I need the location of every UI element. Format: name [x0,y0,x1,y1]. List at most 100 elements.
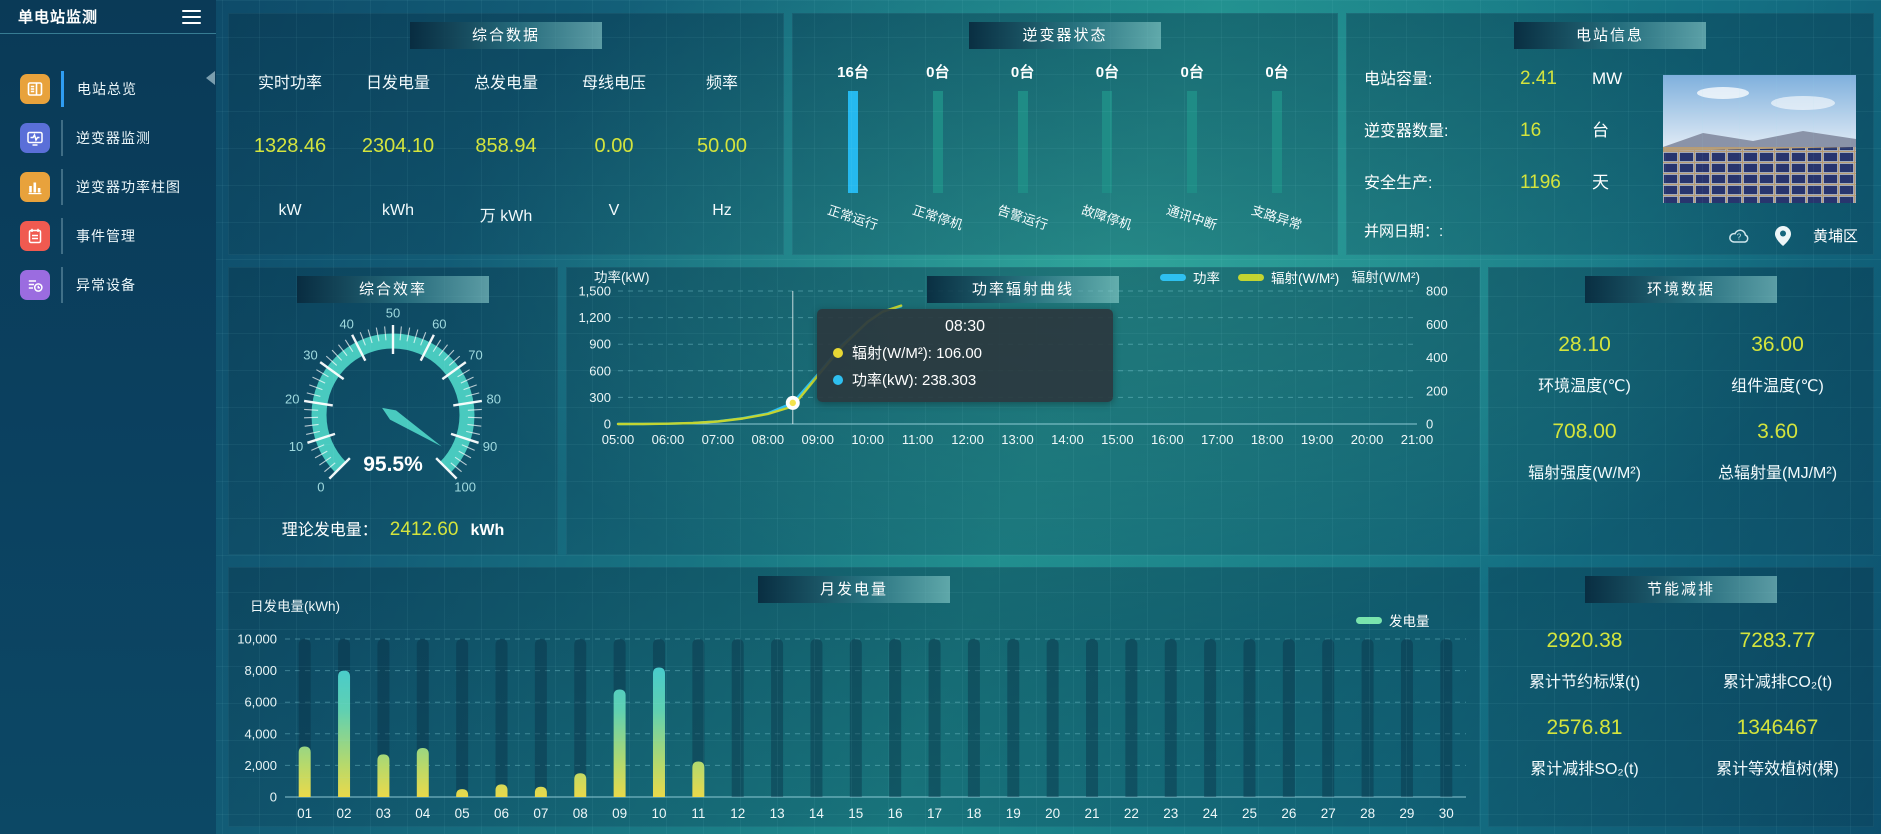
svg-text:18:00: 18:00 [1251,432,1284,447]
status-label: 正常运行 [825,202,880,233]
svg-text:600: 600 [1426,317,1448,332]
metric-bus-voltage: 母线电压 0.00 V [560,69,668,226]
svg-text:30: 30 [1439,806,1454,821]
svg-text:24: 24 [1203,806,1219,821]
status-branch-abnormal: 0台 支路异常 [1244,61,1310,233]
metric-value: 2304.10 [361,135,435,157]
monthly-generation-chart[interactable]: 0 2,000 4,000 6,000 8,000 10,000 日发电量(kWh) 发电量 0… [228,597,1480,827]
panel-title: 月发电量 [758,576,950,603]
svg-text:16:00: 16:00 [1151,432,1184,447]
gauge-wrap: 0 10 20 30 40 50 60 70 80 90 100 95.5% [228,303,558,516]
metric-label: 总辐射量(MJ/M²) [1717,465,1838,482]
row-unit: MW [1592,69,1623,88]
status-count: 16台 [837,64,869,81]
metric-label: 总发电量 [473,75,538,92]
svg-text:20:00: 20:00 [1351,432,1384,447]
station-capacity-row: 电站容量: 2.41 MW [1364,65,1658,90]
sidebar-item-inverter-monitor[interactable]: 逆变器监测 [0,113,216,162]
panel-title: 环境数据 [1585,276,1777,303]
svg-text:70: 70 [468,348,482,363]
inverter-status-panel: 逆变器状态 16台 正常运行 0台 正常停机 0台 告警运行 0台 故障停机 [792,13,1338,255]
row-unit: 台 [1592,121,1609,140]
svg-text:80: 80 [487,392,501,407]
status-comm-interrupted: 0台 通讯中断 [1159,61,1225,233]
svg-text:01: 01 [297,806,312,821]
event-icon [20,220,50,251]
metric-unit: kW [278,202,302,219]
item-separator [61,119,63,156]
metric-value: 1346467 [1736,716,1819,739]
metric-value: 0.00 [594,135,634,157]
svg-text:20: 20 [1045,806,1060,821]
status-count: 0台 [1010,64,1035,81]
station-info-panel: 电站信息 电站容量: 2.41 MW 逆变器数量: 16 台 安全生产: 119… [1346,13,1874,255]
sidebar-item-event-management[interactable]: 事件管理 [0,211,216,260]
svg-text:14:00: 14:00 [1051,432,1084,447]
trees-equivalent: 1346467 累计等效植树(棵) [1681,716,1874,779]
news-icon [20,73,50,104]
safe-production-row: 安全生产: 1196 天 [1364,168,1658,194]
status-count: 0台 [926,64,950,81]
svg-text:08:00: 08:00 [752,432,785,447]
metric-value: 2576.81 [1546,716,1623,739]
power-radiation-chart[interactable]: 0 300 600 900 1,200 1,500 0 200 400 600 800 功率(kW) 辐… [566,267,1480,477]
svg-text:20: 20 [285,392,299,407]
svg-text:40: 40 [339,317,353,332]
sidebar-item-station-overview[interactable]: 电站总览 [0,64,216,113]
metric-label: 组件温度(℃) [1731,378,1824,395]
efficiency-panel: 综合效率 0 10 20 30 40 50 60 70 80 90 100 95.5% 理论发电量： … [228,267,558,555]
row-value: 2.41 [1520,68,1557,89]
svg-text:1,500: 1,500 [578,284,611,299]
svg-text:13:00: 13:00 [1001,432,1034,447]
location-pin-icon[interactable] [1774,225,1791,246]
metric-label: 累计减排SO₂(t) [1530,761,1639,778]
menu-toggle-icon[interactable] [182,9,201,24]
svg-text:90: 90 [483,439,497,454]
svg-text:0: 0 [317,480,324,495]
svg-text:0: 0 [270,790,277,805]
summary-panel: 综合数据 实时功率 1328.46 kW 日发电量 2304.10 kWh 总发… [228,13,784,255]
svg-text:26: 26 [1281,806,1296,821]
tooltip-radiation-row: 辐射(W/M²): 106.00 [833,342,1097,363]
sidebar-item-inverter-power-bars[interactable]: 逆变器功率柱图 [0,162,216,211]
svg-text:4,000: 4,000 [244,726,277,741]
status-count: 0台 [1095,64,1120,81]
svg-text:28: 28 [1360,806,1375,821]
svg-text:1,200: 1,200 [578,310,611,325]
svg-text:300: 300 [589,390,611,405]
status-normal-running: 16台 正常运行 [820,61,886,233]
weather-cloud-icon: ? [1729,229,1749,243]
svg-text:100: 100 [454,480,476,495]
radiation-intensity: 708.00 辐射强度(W/M²) [1488,420,1681,483]
bar-chart-icon [20,171,50,202]
sidebar-collapse-arrow-icon[interactable] [206,71,215,85]
status-count: 0台 [1180,64,1204,81]
sidebar-item-abnormal-devices[interactable]: 异常设备 [0,260,216,309]
metric-label: 累计节约标煤(t) [1528,674,1641,691]
sidebar-item-label: 电站总览 [77,80,137,97]
status-label: 告警运行 [995,202,1050,233]
svg-text:21: 21 [1085,806,1100,821]
status-bar [932,91,943,193]
station-photo [1663,75,1856,203]
svg-text:600: 600 [589,363,611,378]
metric-unit: 万 kWh [479,208,533,225]
svg-text:03: 03 [376,806,391,821]
status-bar [1102,91,1113,193]
panel-title: 逆变器状态 [969,22,1161,49]
monitor-icon [20,122,50,153]
svg-text:8,000: 8,000 [244,663,277,678]
item-separator [61,266,63,303]
metric-value: 2920.38 [1546,629,1623,652]
savings-metrics: 2920.38 累计节约标煤(t) 7283.77 累计减排CO₂(t) 257… [1488,629,1874,779]
theory-value: 2412.60 [389,519,459,540]
svg-text:21:00: 21:00 [1401,432,1434,447]
radiation-dot-icon [833,347,843,358]
svg-text:6,000: 6,000 [244,695,277,710]
svg-text:17:00: 17:00 [1201,432,1234,447]
svg-text:50: 50 [386,306,400,321]
sidebar-nav: 电站总览 逆变器监测 逆变器功率柱图 事 [0,64,216,309]
so2-reduced: 2576.81 累计减排SO₂(t) [1488,716,1681,779]
svg-text:功率: 功率 [1193,270,1220,286]
chart-tooltip: 08:30 辐射(W/M²): 106.00 功率(kW): 238.303 [817,309,1113,402]
